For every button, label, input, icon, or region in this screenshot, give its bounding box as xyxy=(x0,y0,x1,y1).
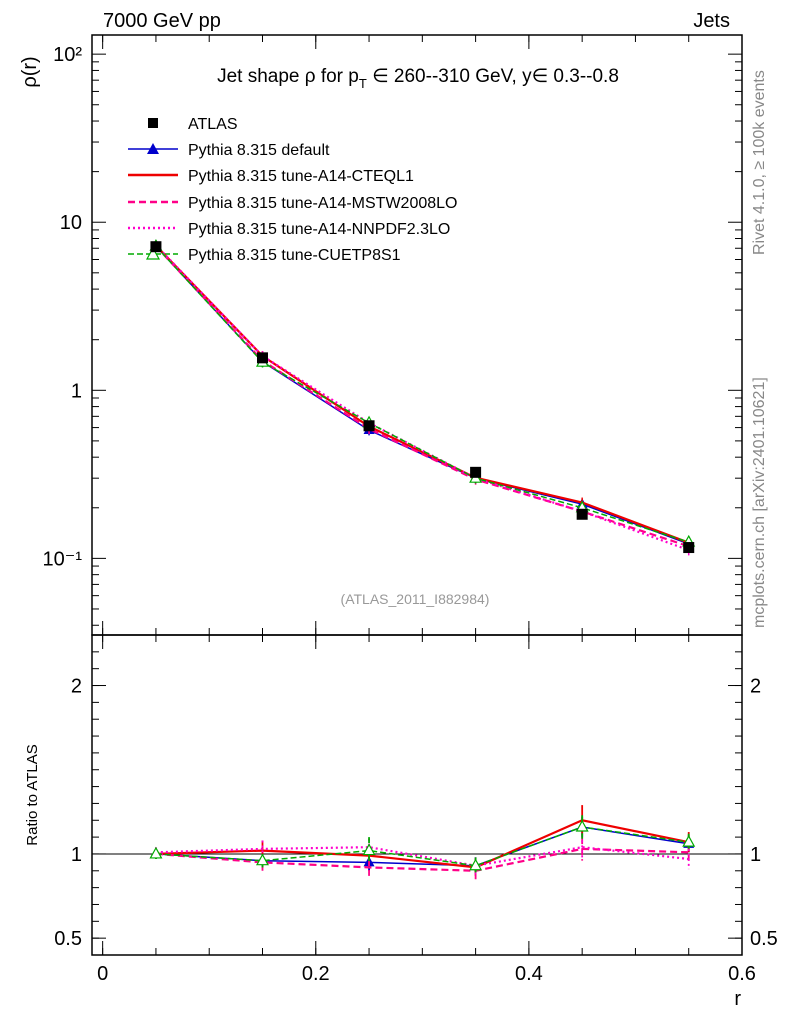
atlas-data-point xyxy=(683,542,695,554)
legend-atlas-marker xyxy=(148,118,158,128)
ratio-tick-label-left: 2 xyxy=(71,676,82,698)
x-tick-label: 0.2 xyxy=(302,963,330,985)
y-tick-label: 10 xyxy=(60,212,82,234)
mcplots-source-label: mcplots.cern.ch [arXiv:2401.10621] xyxy=(751,377,768,628)
rivet-version-label: Rivet 4.1.0, ≥ 100k events xyxy=(751,70,768,255)
y-tick-label: 10⁻¹ xyxy=(43,548,83,570)
series-line-2 xyxy=(155,245,690,548)
atlas-data-point xyxy=(150,241,162,253)
series-line-4 xyxy=(155,245,689,543)
ratio-line-2 xyxy=(155,847,689,872)
legend-cuetp8s1-label: Pythia 8.315 tune-CUETP8S1 xyxy=(188,247,401,264)
title-prefix: Jet shape ρ for p xyxy=(217,66,359,87)
ratio-y-axis-label: Ratio to ATLAS xyxy=(24,744,41,845)
ratio-point xyxy=(362,843,376,856)
x-tick-label: 0.4 xyxy=(515,963,543,985)
ratio-point xyxy=(469,858,483,871)
ratio-plot-series xyxy=(149,805,696,880)
ratio-point xyxy=(682,834,696,847)
ratio-line-4 xyxy=(155,826,689,867)
category-label: Jets xyxy=(693,10,730,32)
x-tick-label: 0.6 xyxy=(728,963,756,985)
legend-cuetp8s1-marker xyxy=(145,246,161,260)
ratio-point xyxy=(149,846,163,859)
chart-title: Jet shape ρ for pT ∈ 260--310 GeV, y∈ 0.… xyxy=(217,66,619,91)
ratio-plot-frame xyxy=(91,634,743,956)
legend-nnpdf-label: Pythia 8.315 tune-A14-NNPDF2.3LO xyxy=(188,221,450,238)
analysis-reference: (ATLAS_2011_I882984) xyxy=(341,591,490,607)
y-tick-label: 10² xyxy=(53,44,82,66)
ratio-point xyxy=(575,819,589,832)
ratio-tick-label-left: 1 xyxy=(71,844,82,866)
legend-atlas-label: ATLAS xyxy=(188,116,238,133)
legend-default-label: Pythia 8.315 default xyxy=(188,142,330,159)
ratio-tick-label-right: 0.5 xyxy=(750,928,778,950)
atlas-data-point xyxy=(256,352,268,364)
ratio-tick-label-right: 1 xyxy=(750,844,761,866)
x-axis-label: r xyxy=(734,988,741,1010)
series-line-3 xyxy=(155,244,690,552)
y-tick-label: 1 xyxy=(71,380,82,402)
ratio-line-3 xyxy=(155,846,689,867)
atlas-data-point xyxy=(576,508,588,520)
energy-label: 7000 GeV pp xyxy=(103,10,221,32)
series-line-1 xyxy=(155,244,690,544)
title-suffix: ∈ 260--310 GeV, y∈ 0.3--0.8 xyxy=(367,66,619,87)
atlas-data-point xyxy=(470,466,482,478)
ratio-line-1 xyxy=(155,819,689,869)
ratio-tick-label-right: 2 xyxy=(750,676,761,698)
series-line-0 xyxy=(155,245,689,545)
legend-default-marker xyxy=(147,143,159,154)
main-plot-series xyxy=(149,238,696,556)
axis-ticks: 0 0.2 0.4 0.6 10⁻¹ 1 10 10² 0.5 0.5 1 1 2 2 xyxy=(43,35,778,985)
x-tick-label: 0 xyxy=(97,963,108,985)
legend: ATLAS Pythia 8.315 default Pythia 8.315 … xyxy=(128,116,457,264)
title-subscript: T xyxy=(359,76,367,91)
atlas-data-point xyxy=(363,420,375,432)
ratio-point xyxy=(255,853,270,866)
y-axis-label: ρ(r) xyxy=(19,56,41,87)
legend-cteql1-label: Pythia 8.315 tune-A14-CTEQL1 xyxy=(188,168,414,185)
legend-mstw-label: Pythia 8.315 tune-A14-MSTW2008LO xyxy=(188,195,457,212)
ratio-tick-label-left: 0.5 xyxy=(54,928,82,950)
